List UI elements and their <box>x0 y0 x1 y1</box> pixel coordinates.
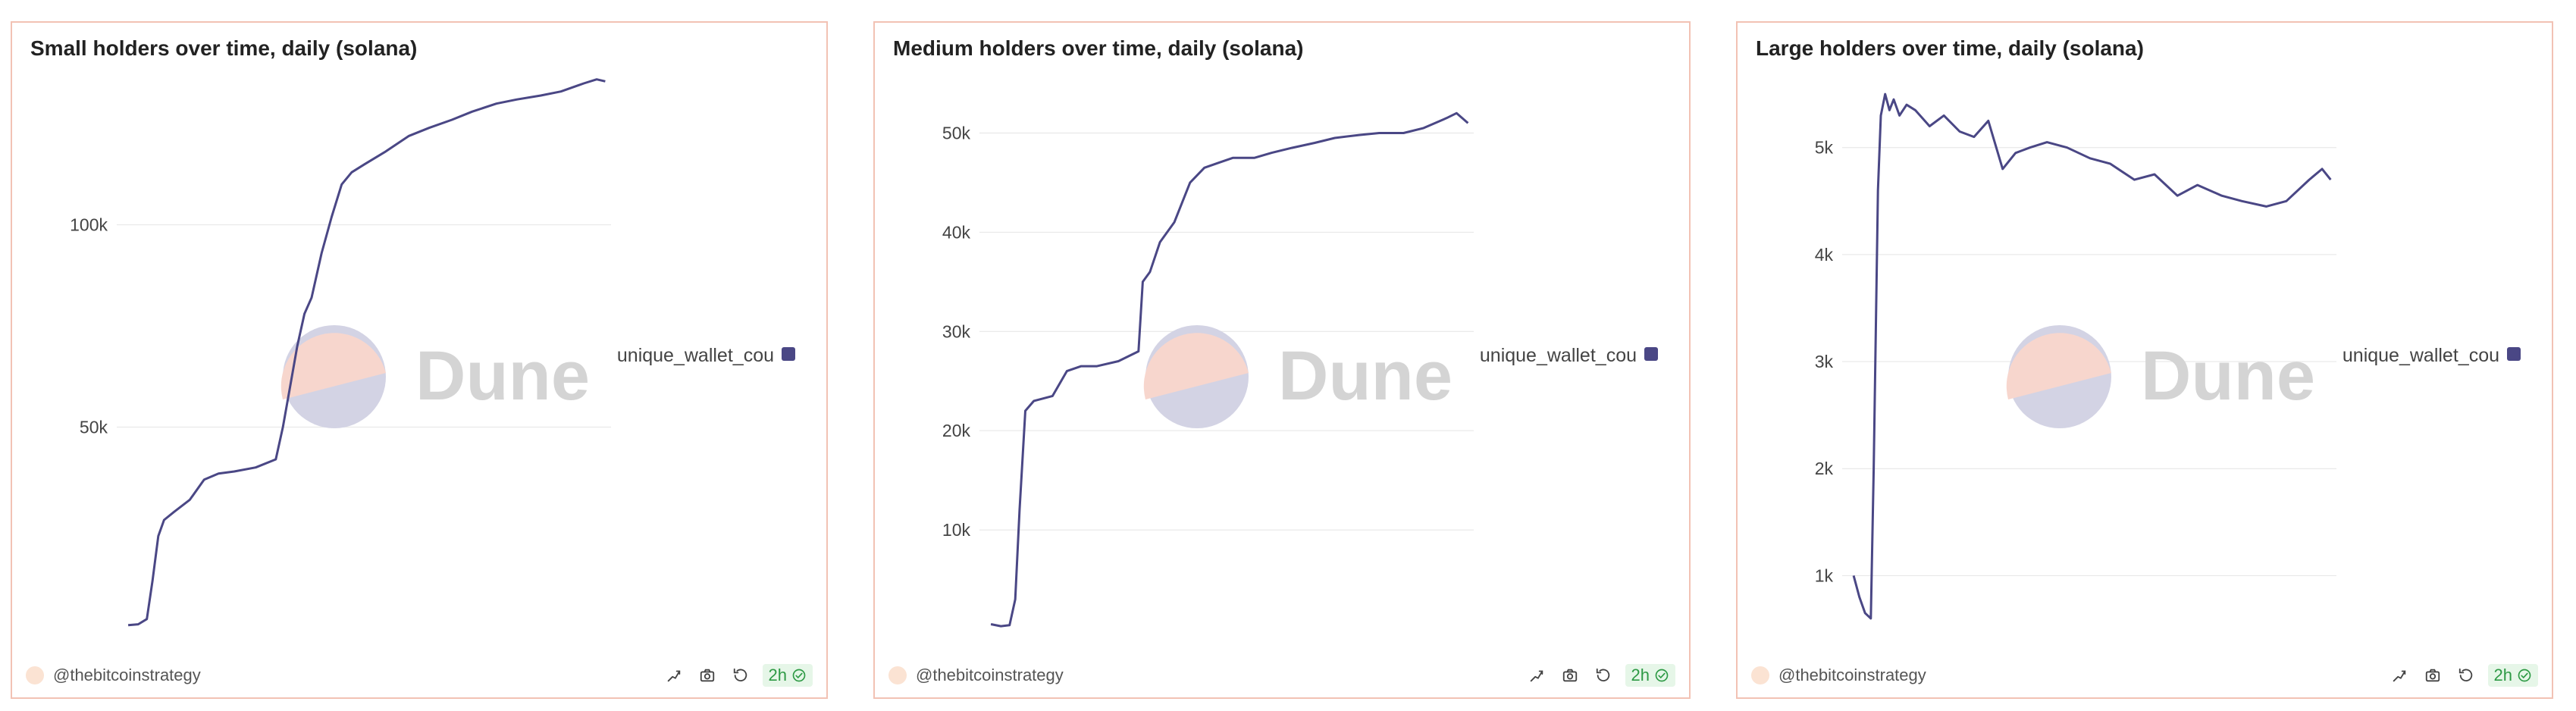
toolbar: 2h <box>2377 664 2538 687</box>
y-tick-label: 40k <box>942 222 971 242</box>
owner-name: @thebitcoinstrategy <box>1778 666 1926 684</box>
legend-swatch <box>782 347 795 361</box>
y-tick-label: 10k <box>942 520 971 540</box>
chart-svg: 1k2k3k4k5kDec 2023Mar 2024Jun 2024Sep 20… <box>1815 92 2521 644</box>
chart-panel-small: Small holders over time, daily (solana) … <box>11 21 828 699</box>
check-circle-icon <box>787 668 807 683</box>
share-icon[interactable] <box>1525 664 1548 687</box>
y-tick-label: 20k <box>942 421 971 440</box>
legend-label: unique_wallet_cou <box>1480 345 1637 366</box>
y-tick-label: 5k <box>1815 138 1834 158</box>
camera-icon[interactable] <box>1559 664 1581 687</box>
y-tick-label: 3k <box>1815 352 1834 371</box>
chart-title: Small holders over time, daily (solana) <box>30 36 418 60</box>
legend-label: unique_wallet_cou <box>617 345 774 366</box>
watermark-text: Dune <box>2141 337 2315 415</box>
series-line <box>127 78 606 627</box>
series-line <box>990 111 1469 628</box>
owner-tag[interactable]: @thebitcoinstrategy <box>26 664 201 687</box>
watermark-circle-top <box>2006 333 2111 399</box>
dune-watermark: Dune <box>280 325 590 428</box>
dune-watermark: Dune <box>1143 325 1453 428</box>
chart-panel-medium: Medium holders over time, daily (solana)… <box>873 21 1691 699</box>
avatar <box>26 666 44 684</box>
legend-swatch <box>2507 347 2521 361</box>
legend-swatch <box>1644 347 1658 361</box>
freshness-badge: 2h <box>2487 664 2538 687</box>
owner-name: @thebitcoinstrategy <box>916 666 1064 684</box>
chart-svg: 10k20k30k40k50kDec 2023Mar 2024Jun 2024S… <box>942 111 1658 644</box>
y-tick-label: 50k <box>942 123 971 143</box>
avatar <box>888 666 907 684</box>
y-tick-label: 4k <box>1815 245 1834 265</box>
refresh-icon[interactable] <box>729 664 752 687</box>
y-tick-label: 1k <box>1815 565 1834 585</box>
toolbar: 2h <box>1515 664 1675 687</box>
refresh-icon[interactable] <box>1592 664 1615 687</box>
series-line <box>1852 92 2332 620</box>
owner-tag[interactable]: @thebitcoinstrategy <box>1751 664 1926 687</box>
freshness-text: 2h <box>2493 666 2512 684</box>
refresh-icon[interactable] <box>2455 664 2477 687</box>
freshness-text: 2h <box>1631 666 1650 684</box>
watermark-circle-top <box>1143 333 1249 399</box>
share-icon[interactable] <box>2388 664 2411 687</box>
y-tick-label: 30k <box>942 321 971 341</box>
toolbar: 2h <box>652 664 813 687</box>
legend-label: unique_wallet_cou <box>2343 345 2499 366</box>
camera-icon[interactable] <box>696 664 719 687</box>
watermark-text: Dune <box>1278 337 1453 415</box>
chart-svg: 50k100kDec 2023Mar 2024Jun 2024Sep 2024O… <box>70 78 795 644</box>
owner-name: @thebitcoinstrategy <box>53 666 201 684</box>
check-circle-icon <box>1650 668 1669 683</box>
dune-watermark: Dune <box>2006 325 2315 428</box>
share-icon[interactable] <box>663 664 685 687</box>
y-tick-label: 50k <box>80 417 108 437</box>
owner-tag[interactable]: @thebitcoinstrategy <box>888 664 1064 687</box>
check-circle-icon <box>2512 668 2532 683</box>
y-tick-label: 100k <box>70 215 108 235</box>
freshness-badge: 2h <box>762 664 813 687</box>
camera-icon[interactable] <box>2421 664 2444 687</box>
freshness-badge: 2h <box>1625 664 1675 687</box>
y-tick-label: 2k <box>1815 459 1834 478</box>
chart-title: Medium holders over time, daily (solana) <box>893 36 1304 60</box>
chart-panel-large: Large holders over time, daily (solana) … <box>1736 21 2553 699</box>
watermark-circle-top <box>280 333 386 399</box>
freshness-text: 2h <box>768 666 787 684</box>
chart-title: Large holders over time, daily (solana) <box>1756 36 2144 60</box>
watermark-text: Dune <box>415 337 590 415</box>
avatar <box>1751 666 1769 684</box>
